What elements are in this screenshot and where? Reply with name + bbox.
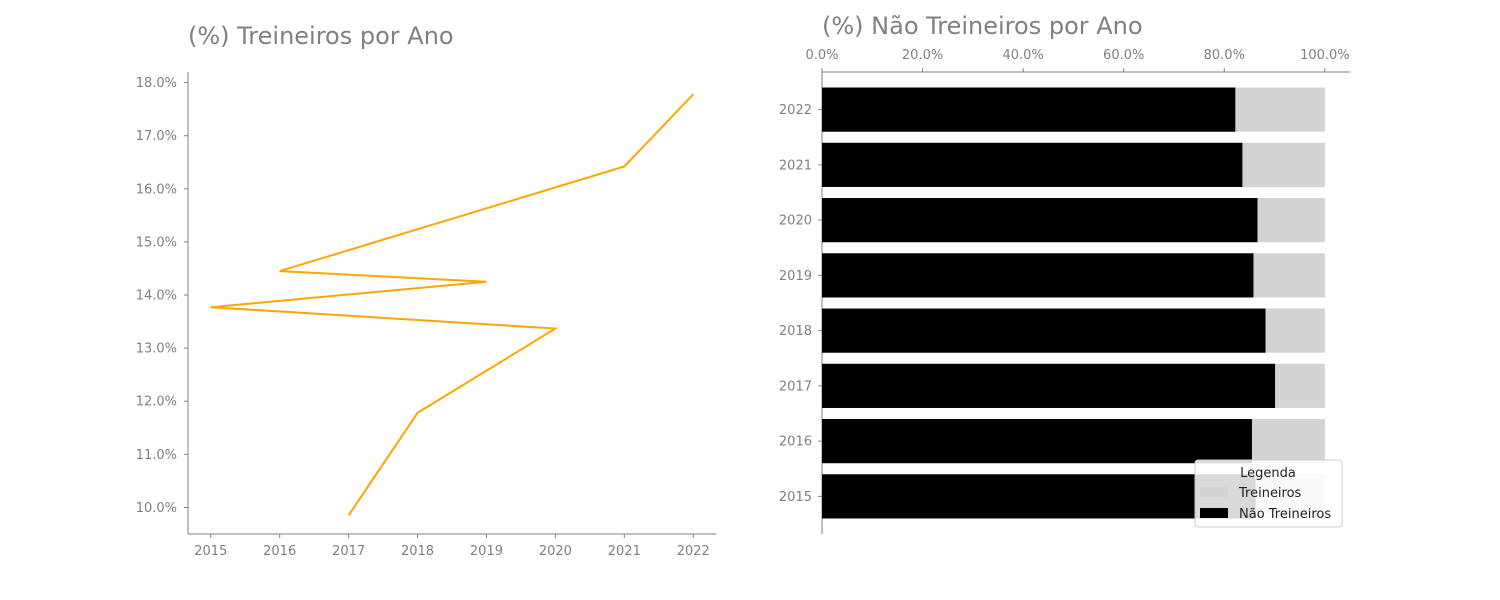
y-tick-label: 2017 (779, 379, 812, 394)
legend: Legenda Treineiros Não Treineiros (1194, 459, 1343, 528)
bar-treineiros-2019 (1253, 253, 1325, 298)
x-tick-label: 60.0% (1103, 48, 1144, 63)
y-tick-label: 15.0% (136, 235, 177, 250)
y-tick-label: 18.0% (136, 76, 177, 91)
bar-nao-treineiros-2022 (822, 87, 1236, 132)
line-chart-title: (%) Treineiros por Ano (188, 22, 454, 50)
x-tick-label: 2020 (539, 544, 572, 559)
y-tick-label: 10.0% (136, 501, 177, 516)
bar-nao-treineiros-2015 (822, 474, 1256, 519)
x-tick-label: 2015 (194, 544, 227, 559)
bar-nao-treineiros-2020 (822, 198, 1258, 243)
bar-treineiros-2018 (1265, 308, 1325, 353)
y-tick-label: 2018 (779, 324, 812, 339)
y-tick-label: 11.0% (136, 448, 177, 463)
bar-treineiros-2020 (1257, 198, 1325, 243)
y-tick-label: 17.0% (136, 129, 177, 144)
x-tick-label: 2022 (677, 544, 710, 559)
y-tick-label: 2022 (779, 103, 812, 118)
y-tick-label: 13.0% (136, 342, 177, 357)
x-tick-label: 80.0% (1204, 48, 1245, 63)
y-tick-label: 16.0% (136, 182, 177, 197)
series-line-treineiros (210, 93, 695, 516)
y-tick-label: 14.0% (136, 289, 177, 304)
x-tick-label: 100.0% (1300, 48, 1350, 63)
x-tick-label: 2016 (263, 544, 296, 559)
bar-treineiros-2016 (1251, 419, 1325, 464)
y-tick-label: 12.0% (136, 395, 177, 410)
x-tick-label: 2017 (332, 544, 365, 559)
legend-title: Legenda (1240, 466, 1296, 481)
y-tick-label: 2016 (779, 435, 812, 450)
bar-nao-treineiros-2019 (822, 253, 1254, 298)
legend-box (1194, 459, 1343, 528)
bar-treineiros-2017 (1275, 363, 1325, 408)
x-tick-label: 0.0% (805, 48, 838, 63)
x-tick-label: 20.0% (902, 48, 943, 63)
y-tick-label: 2020 (779, 214, 812, 229)
bar-chart-title: (%) Não Treineiros por Ano (822, 12, 1143, 40)
x-tick-label: 40.0% (1002, 48, 1043, 63)
bar-nao-treineiros-2017 (822, 363, 1276, 408)
legend-label-treineiros: Treineiros (1238, 486, 1302, 501)
bar-nao-treineiros-2021 (822, 142, 1243, 187)
line-chart: (%) Treineiros por Ano 10.0% 11.0% 12.0% 13… (136, 22, 716, 559)
bar-nao-treineiros-2016 (822, 419, 1252, 464)
legend-label-nao-treineiros: Não Treineiros (1239, 507, 1331, 522)
legend-swatch-nao-treineiros (1200, 508, 1228, 518)
x-tick-label: 2019 (470, 544, 503, 559)
y-tick-label: 2019 (779, 269, 812, 284)
x-tick-label: 2021 (608, 544, 641, 559)
stacked-bar-chart: (%) Não Treineiros por Ano 0.0% 20.0% 40.0… (779, 12, 1350, 534)
y-tick-label: 2021 (779, 158, 812, 173)
y-tick-label: 2015 (779, 490, 812, 505)
legend-swatch-treineiros (1200, 487, 1228, 497)
bar-nao-treineiros-2018 (822, 308, 1266, 353)
bar-treineiros-2022 (1235, 87, 1325, 132)
bar-treineiros-2021 (1242, 142, 1325, 187)
x-tick-label: 2018 (401, 544, 434, 559)
